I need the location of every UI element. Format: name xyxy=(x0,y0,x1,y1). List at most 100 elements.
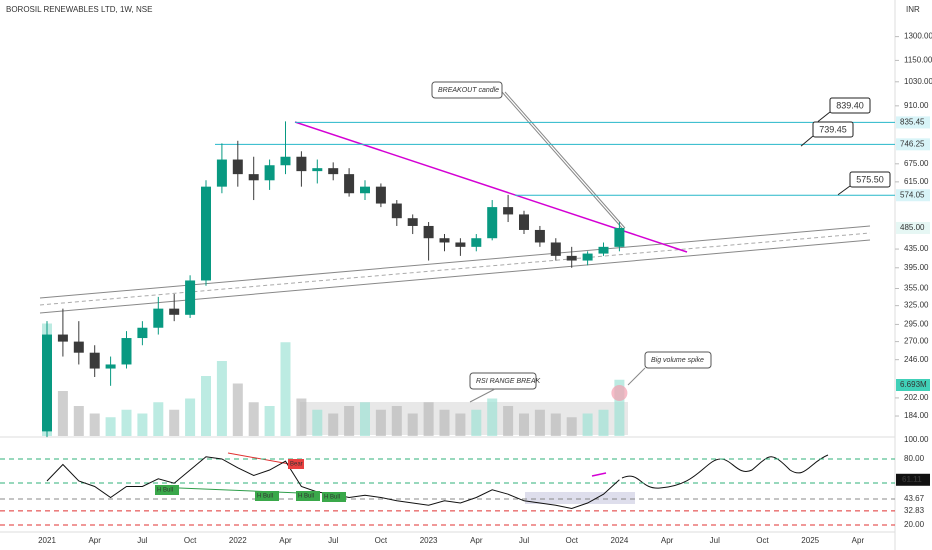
volume-bar xyxy=(503,406,514,436)
candle-body xyxy=(185,280,196,315)
target-box xyxy=(849,171,891,188)
candle-body xyxy=(582,253,593,261)
candle-body xyxy=(407,218,418,226)
signal-label: Bear xyxy=(290,462,303,468)
volume-bar xyxy=(614,379,625,436)
candle-body xyxy=(153,308,164,328)
x-tick-label: Apr xyxy=(661,536,674,545)
y-tick-label: 325.00 xyxy=(904,301,929,310)
x-tick-label: Jul xyxy=(328,536,338,545)
candle-body xyxy=(169,308,180,315)
price-tag xyxy=(896,189,930,202)
target-leader xyxy=(800,135,814,147)
y-tick-label: 910.00 xyxy=(904,101,929,110)
signal-box xyxy=(288,459,304,469)
volume-bar xyxy=(280,342,291,436)
signal-box xyxy=(296,491,320,501)
volume-bar xyxy=(296,398,307,436)
x-tick-label: Apr xyxy=(470,536,483,545)
candle-body xyxy=(328,168,339,175)
candle-body xyxy=(121,338,132,365)
volume-bar xyxy=(185,398,196,436)
x-tick-label: Oct xyxy=(375,536,388,545)
signal-box xyxy=(322,492,346,502)
x-tick-label: Apr xyxy=(852,536,865,545)
y-tick-label: 615.00 xyxy=(904,177,929,186)
volume-bar xyxy=(550,413,561,436)
currency: INR xyxy=(906,5,920,14)
price-tag xyxy=(896,138,930,151)
y-tick-label: 395.00 xyxy=(904,263,929,272)
candle-body xyxy=(280,156,291,166)
volume-bar xyxy=(423,402,434,436)
candle-body xyxy=(614,227,625,247)
candle-body xyxy=(519,214,529,230)
annotation: BREAKOUT candle xyxy=(438,87,499,94)
y-tick-label: 435.00 xyxy=(904,244,929,253)
y-tick-label: 1300.00 xyxy=(904,32,932,41)
candle-body xyxy=(57,334,68,342)
candle-body xyxy=(360,186,370,194)
x-tick-label: Jul xyxy=(710,536,720,545)
x-tick-label: 2023 xyxy=(420,536,438,545)
candle-body xyxy=(375,186,386,204)
price-tag-label: 835.45 xyxy=(900,118,925,127)
annotation: Big volume spike xyxy=(651,357,704,364)
signal-box xyxy=(155,485,179,495)
volume-spike-mark xyxy=(611,385,628,401)
volume-bar xyxy=(471,409,482,436)
candle-body xyxy=(312,168,323,172)
target-leader xyxy=(817,111,831,122)
volume-bar xyxy=(73,406,84,436)
rsi-tick-label: 43.67 xyxy=(904,494,925,503)
annotation-box xyxy=(431,81,503,99)
volume-bar xyxy=(169,409,180,436)
rsi-current-label: 61.11 xyxy=(902,475,922,484)
volume-label: 6.693M xyxy=(900,380,927,389)
volume-bar xyxy=(519,413,529,436)
candle-body xyxy=(503,207,514,215)
rsi-tick-label: 80.00 xyxy=(904,454,925,463)
rsi-mark xyxy=(591,472,607,477)
volume-bar xyxy=(232,383,243,436)
y-tick-label: 270.00 xyxy=(904,337,929,346)
volume-bar xyxy=(105,417,116,436)
volume-bar xyxy=(534,409,545,436)
target-label: 575.50 xyxy=(856,174,884,184)
target-label: 739.45 xyxy=(819,124,847,134)
volume-bar xyxy=(248,402,259,436)
candle-body xyxy=(423,225,434,239)
volume-bar xyxy=(487,398,498,436)
channel-top xyxy=(39,225,871,299)
volume-bar xyxy=(391,406,402,436)
annotation: RSI RANGE BREAK xyxy=(476,378,541,385)
callout-leader xyxy=(501,91,623,229)
target-box xyxy=(829,97,871,114)
price-tag-label: 574.05 xyxy=(900,190,925,199)
x-tick-label: Oct xyxy=(184,536,197,545)
candle-body xyxy=(566,255,577,261)
candle-body xyxy=(89,352,100,369)
signal-label: H Bull xyxy=(324,495,340,501)
signal-label: H Bull xyxy=(257,494,273,500)
price-tag-label: 746.25 xyxy=(900,139,925,148)
volume-bar xyxy=(566,417,577,436)
volume-bar xyxy=(312,409,323,436)
x-tick-label: Apr xyxy=(279,536,292,545)
x-tick-label: 2022 xyxy=(229,536,247,545)
volume-bar xyxy=(582,413,593,436)
volume-bar xyxy=(407,413,418,436)
signal-label: H Bull xyxy=(157,488,173,494)
candle-body xyxy=(391,203,402,219)
rsi-tick-label: 32.83 xyxy=(904,506,925,515)
chart-title: BOROSIL RENEWABLES LTD, 1W, NSE xyxy=(6,5,152,14)
candle-body xyxy=(344,174,355,194)
x-tick-label: 2025 xyxy=(801,536,819,545)
rsi-box xyxy=(525,492,635,504)
volume-bar xyxy=(216,361,227,436)
annotation-leader xyxy=(469,388,496,403)
volume-bar xyxy=(439,409,450,436)
volume-bar xyxy=(598,409,609,436)
volume-bar xyxy=(201,376,211,436)
channel-bottom xyxy=(39,239,871,314)
